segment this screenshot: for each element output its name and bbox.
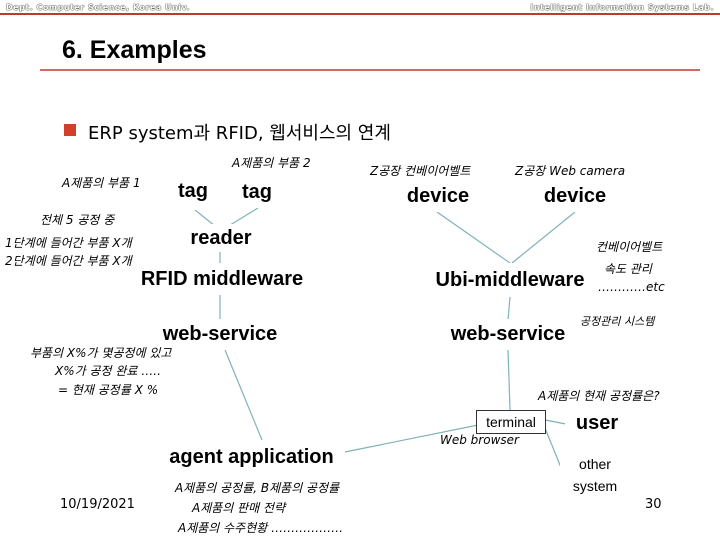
note: A제품의 판매 전략 [192,501,286,515]
note: 2단계에 들어간 부품 X개 [5,254,132,268]
connector [511,211,576,264]
bullet-icon [64,124,76,136]
node: RFID middleware [124,263,320,295]
node: agent application [158,440,345,475]
connector [544,419,567,425]
node: device [538,180,612,212]
node: Ubi-middleware [424,263,596,297]
note: 전체 5 공정 중 [40,213,115,227]
note: 공정관리 시스템 [580,315,655,328]
note: A제품의 부품 2 [232,156,311,170]
footer-date: 10/19/2021 [60,497,135,512]
note: A제품의 수주현황 ……………… [178,521,344,535]
connector [436,211,511,264]
note: Web browser [440,433,519,447]
note: 컨베이어벨트 [596,240,663,254]
note: Z공장 컨베이어벨트 [370,164,471,178]
note: A제품의 공정률, B제품의 공정률 [175,481,340,495]
header-right: Intelligent Information Systems Lab. [530,3,714,12]
connector [544,427,563,471]
note: …………etc [598,280,665,294]
connector [344,424,479,453]
node: reader [184,224,258,252]
page-number: 30 [645,497,662,512]
connector [507,296,511,321]
note: 1단계에 들어간 부품 X개 [5,236,132,250]
note: A제품의 현재 공정률은? [538,389,660,403]
node: terminal [476,410,546,434]
note: = 현재 공정률 X % [58,383,159,397]
header-left: Dept. Computer Science, Korea Univ. [6,3,191,12]
node: user [565,406,629,440]
note: 속도 관리 [604,262,652,276]
slide-title: 6. Examples [62,36,207,64]
node: tag [160,172,226,210]
bullet-text: ERP system과 RFID, 웹서비스의 연계 [88,123,391,144]
node: web-service [155,319,285,350]
note: Z공장 Web camera [515,164,626,178]
node: device [400,180,476,212]
node: web-service [444,319,572,350]
note: 부품의 X%가 몇공정에 있고 [30,346,172,360]
note: X%가 공정 완료 ….. [55,364,161,378]
node: tag [228,176,286,208]
connector [224,349,263,441]
node: other system [560,450,630,500]
connector [507,349,511,411]
